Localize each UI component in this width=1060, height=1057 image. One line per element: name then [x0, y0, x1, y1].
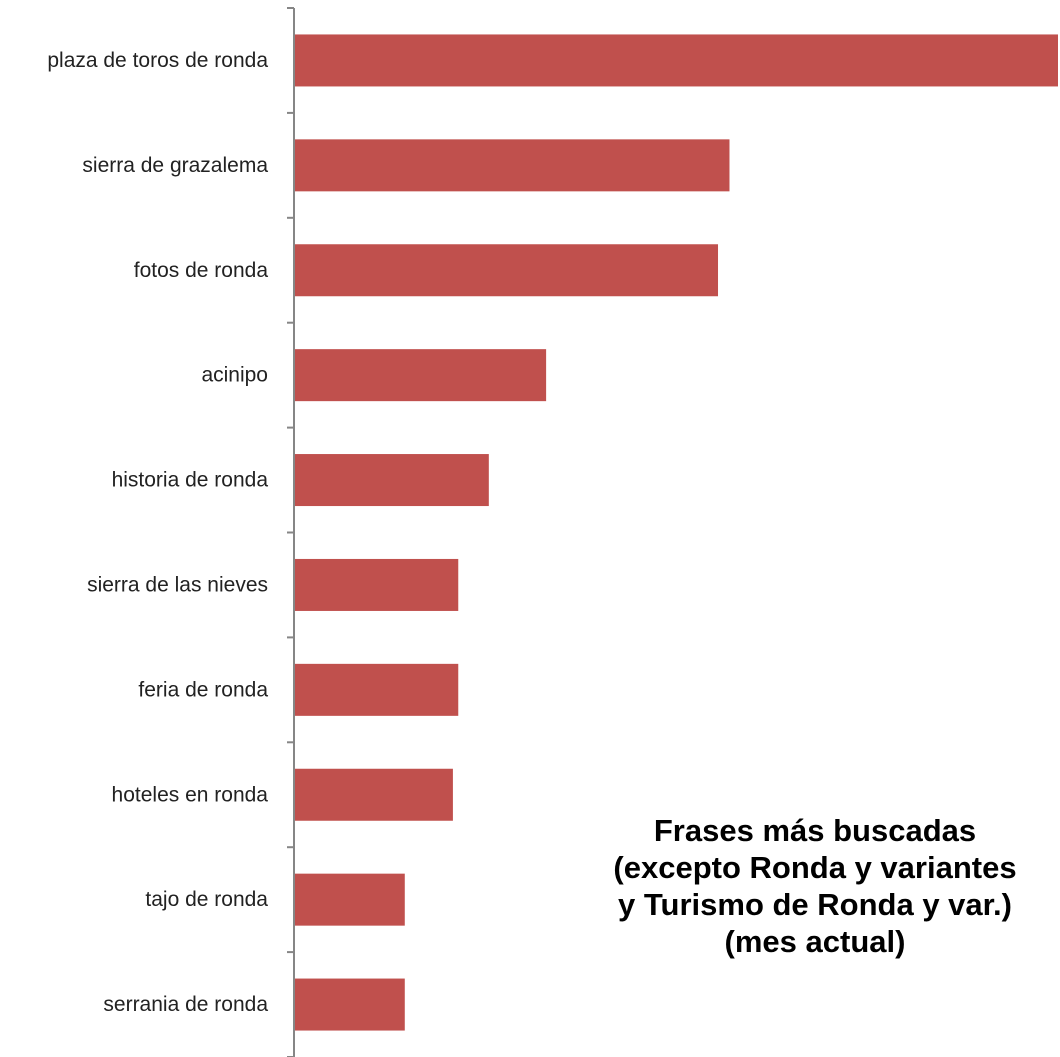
- chart-title-line: y Turismo de Ronda y var.): [618, 887, 1012, 922]
- chart-title-line: (mes actual): [724, 924, 906, 959]
- category-axis: [287, 7, 295, 1057]
- bar: [294, 139, 730, 192]
- bar: [294, 349, 547, 402]
- category-tick-label: plaza de toros de ronda: [47, 49, 268, 72]
- category-tick-label: feria de ronda: [138, 678, 268, 701]
- category-tick-label: fotos de ronda: [134, 259, 269, 282]
- category-labels: plaza de toros de ronda sierra de grazale…: [47, 49, 268, 1016]
- category-tick-label: acinipo: [201, 364, 268, 387]
- bar: [294, 978, 405, 1031]
- category-tick-label: tajo de ronda: [145, 888, 268, 911]
- chart-title-line: (excepto Ronda y variantes: [613, 850, 1017, 885]
- bar: [294, 558, 459, 611]
- category-tick-label: sierra de grazalema: [82, 154, 268, 177]
- bar: [294, 873, 405, 926]
- category-tick-label: sierra de las nieves: [87, 573, 268, 596]
- chart-title-line: Frases más buscadas: [653, 813, 977, 848]
- bar: [294, 768, 453, 821]
- category-tick-label: serrania de ronda: [103, 993, 268, 1016]
- bar: [294, 663, 459, 716]
- bars-layer: [294, 34, 1058, 1031]
- category-tick-label: historia de ronda: [112, 469, 269, 492]
- chart-title: Frases más buscadas (excepto Ronda y var…: [585, 812, 1045, 960]
- category-tick-label: hoteles en ronda: [112, 783, 269, 806]
- bar: [294, 34, 1058, 87]
- bar: [294, 244, 719, 297]
- bar: [294, 454, 489, 507]
